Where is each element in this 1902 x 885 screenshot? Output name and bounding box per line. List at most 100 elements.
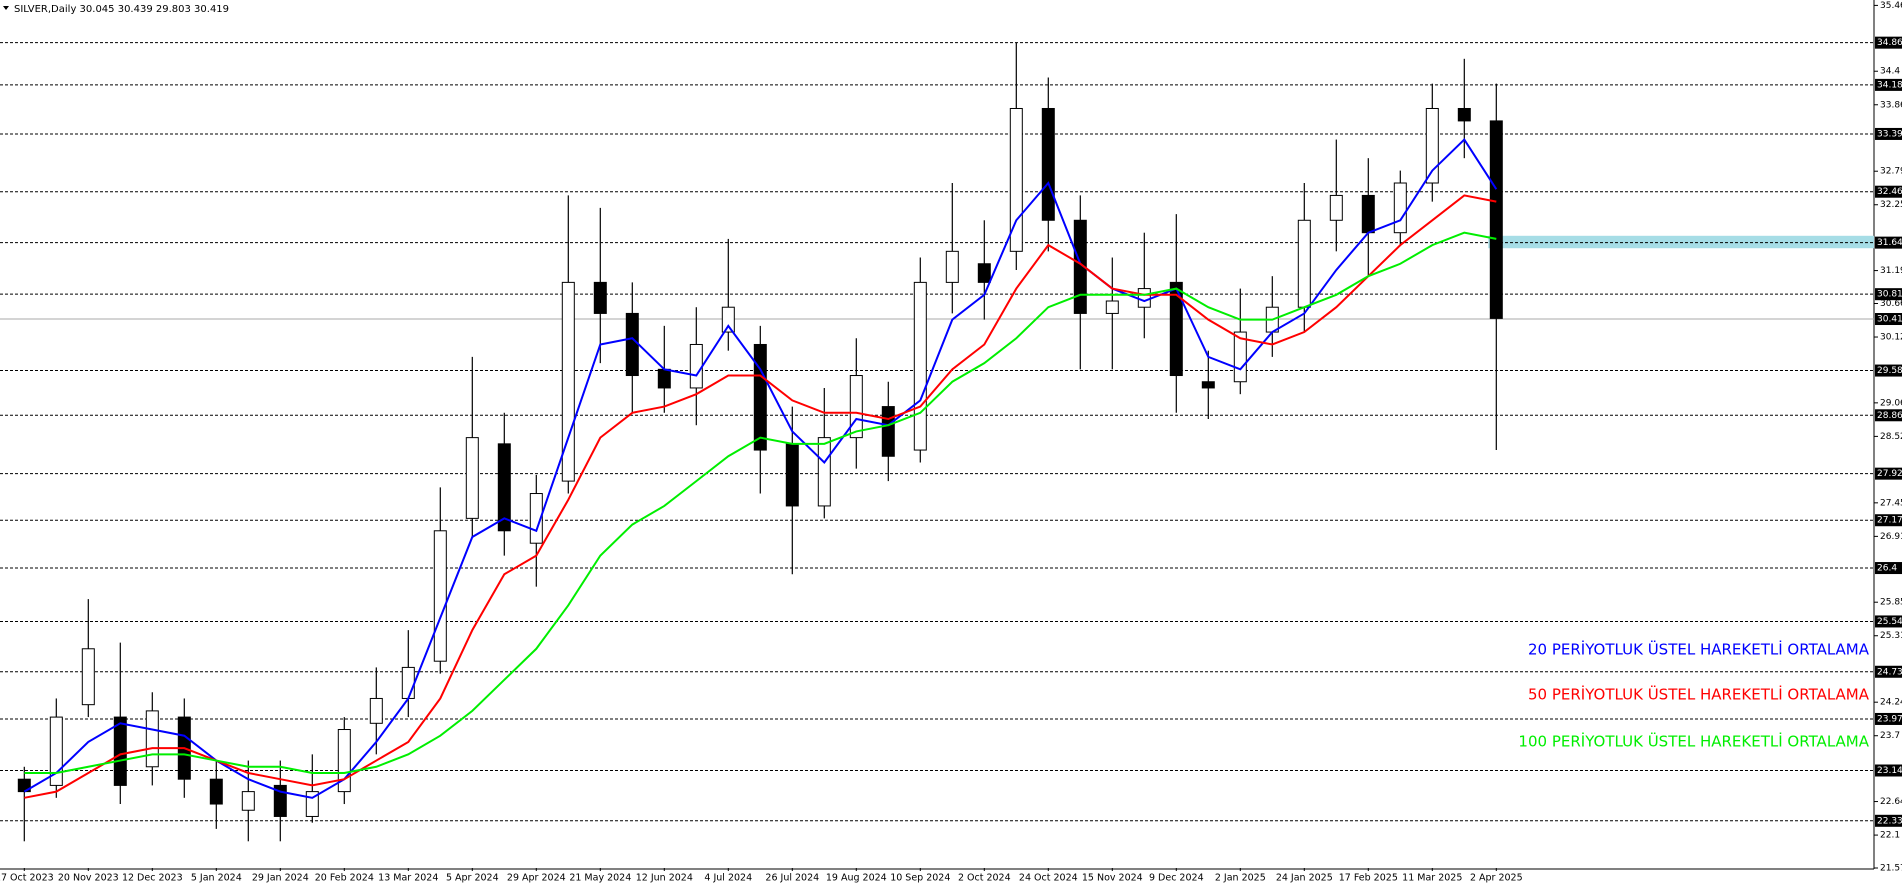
x-tick-label: 29 Apr 2024 xyxy=(507,873,566,884)
y-tick-label: 34.4 xyxy=(1880,67,1900,77)
candle-body xyxy=(849,375,863,439)
candle-body xyxy=(1457,107,1471,122)
candle-body xyxy=(401,666,415,699)
ema-line xyxy=(23,137,1498,799)
x-tick-label: 21 May 2024 xyxy=(569,873,631,884)
x-tick-label: 13 Mar 2024 xyxy=(378,873,438,884)
ema-line xyxy=(24,194,1497,799)
candle-body xyxy=(625,312,639,377)
x-tick-label: 2 Oct 2024 xyxy=(958,873,1011,884)
x-tick-label: 24 Jan 2025 xyxy=(1276,873,1333,884)
y-tick-label: 21.57 xyxy=(1880,864,1902,874)
x-tick-label: 26 Jul 2024 xyxy=(765,873,819,884)
legend-label: 50 PERİYOTLUK ÜSTEL HAREKETLİ ORTALAMA xyxy=(1528,685,1870,704)
chart-title: SILVER,Daily 30.045 30.439 29.803 30.419 xyxy=(14,4,229,15)
price-label: 30.41 xyxy=(1877,315,1902,325)
price-label-box xyxy=(1875,288,1902,301)
price-label: 27.92 xyxy=(1877,469,1902,479)
price-label: 22.33 xyxy=(1877,816,1902,826)
candle-body xyxy=(1489,120,1503,319)
candle-body xyxy=(497,443,511,532)
x-tick-label: 9 Dec 2024 xyxy=(1149,873,1204,884)
y-tick-label: 31.19 xyxy=(1880,266,1902,276)
candle-body xyxy=(81,648,95,706)
price-label-box xyxy=(1875,364,1902,377)
price-label: 26.4 xyxy=(1877,564,1897,574)
price-label: 23.14 xyxy=(1877,766,1902,776)
price-label-box xyxy=(1875,814,1902,827)
y-tick-label: 32.79 xyxy=(1880,167,1902,177)
price-label: 29.58 xyxy=(1877,366,1902,376)
candle-body xyxy=(913,281,927,451)
candle-body xyxy=(785,443,799,507)
y-tick-label: 35.46 xyxy=(1880,1,1902,11)
candle-body xyxy=(593,281,607,314)
price-label-box xyxy=(1875,78,1902,91)
candle-body xyxy=(753,343,767,451)
candle-body xyxy=(433,530,447,662)
y-tick-label: 25.85 xyxy=(1880,598,1902,608)
price-label: 25.54 xyxy=(1877,617,1902,627)
candle-body xyxy=(465,437,479,519)
x-tick-label: 2 Apr 2025 xyxy=(1470,873,1523,884)
y-tick-label: 22.64 xyxy=(1880,797,1902,807)
x-tick-label: 5 Jan 2024 xyxy=(191,873,242,884)
candle-body xyxy=(1233,331,1247,383)
price-label-box xyxy=(1875,185,1902,198)
x-tick-label: 2 Jan 2025 xyxy=(1215,873,1266,884)
candle-body xyxy=(369,697,383,724)
price-label: 30.81 xyxy=(1877,290,1902,300)
price-label: 33.39 xyxy=(1877,129,1902,139)
candle-body xyxy=(1425,107,1439,184)
price-label: 28.86 xyxy=(1877,411,1902,421)
price-label: 27.17 xyxy=(1877,516,1902,526)
price-label: 31.64 xyxy=(1877,238,1902,248)
price-label: 34.18 xyxy=(1877,80,1902,90)
y-tick-label: 30.66 xyxy=(1880,299,1902,309)
y-tick-label: 27.45 xyxy=(1880,498,1902,508)
x-tick-label: 20 Nov 2023 xyxy=(58,873,119,884)
x-tick-label: 29 Jan 2024 xyxy=(252,873,309,884)
menu-arrow xyxy=(3,6,9,10)
candle-body xyxy=(721,306,735,333)
candle-body xyxy=(209,778,223,805)
price-label: 23.97 xyxy=(1877,714,1902,724)
candle-body xyxy=(529,493,543,544)
y-tick-label: 32.25 xyxy=(1880,200,1902,210)
x-tick-label: 12 Jun 2024 xyxy=(636,873,693,884)
candle-body xyxy=(1169,281,1183,377)
x-tick-label: 15 Nov 2024 xyxy=(1082,873,1143,884)
x-tick-label: 27 Oct 2023 xyxy=(0,873,54,884)
candle-body xyxy=(49,716,63,786)
y-tick-label: 24.24 xyxy=(1880,698,1902,708)
price-label-box xyxy=(1875,36,1902,49)
candle-body xyxy=(817,437,831,507)
x-tick-label: 11 Mar 2025 xyxy=(1402,873,1462,884)
price-label-box xyxy=(1875,313,1902,326)
price-label: 24.73 xyxy=(1877,667,1902,677)
x-tick-label: 24 Oct 2024 xyxy=(1019,873,1078,884)
candle-body xyxy=(1297,219,1311,308)
price-label-box xyxy=(1875,665,1902,678)
candle-body xyxy=(1073,219,1087,314)
candle-body xyxy=(241,791,255,811)
y-tick-label: 33.86 xyxy=(1880,100,1902,110)
price-label: 32.46 xyxy=(1877,187,1902,197)
price-label-box xyxy=(1875,409,1902,422)
candle-body xyxy=(881,406,895,457)
candle-body xyxy=(1105,300,1119,314)
x-tick-label: 4 Jul 2024 xyxy=(704,873,752,884)
price-label-box xyxy=(1875,236,1902,249)
price-label-box xyxy=(1875,562,1902,575)
highlight-zone xyxy=(1488,235,1874,249)
candle-body xyxy=(1201,381,1215,389)
price-label-box xyxy=(1875,467,1902,480)
price-label-box xyxy=(1875,712,1902,725)
y-tick-label: 29.06 xyxy=(1880,398,1902,408)
x-tick-label: 17 Feb 2025 xyxy=(1339,873,1398,884)
candle-body xyxy=(1041,107,1055,221)
price-label-box xyxy=(1875,127,1902,140)
candle-body xyxy=(657,368,671,389)
